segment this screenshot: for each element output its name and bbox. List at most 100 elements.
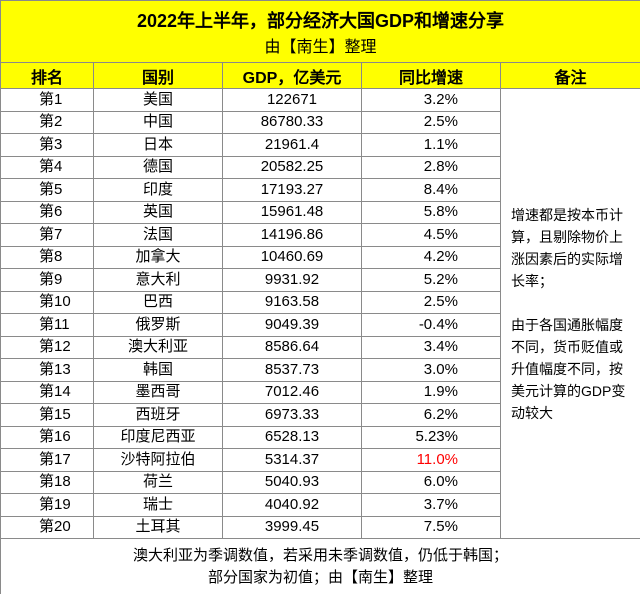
gdp-cell: 9049.39 bbox=[222, 313, 362, 337]
rank-cell: 第18 bbox=[0, 470, 94, 494]
rank-cell: 第10 bbox=[0, 290, 94, 314]
gdp-cell: 7012.46 bbox=[222, 380, 362, 404]
country-cell: 中国 bbox=[93, 110, 223, 134]
data-row: 第1 美国 122671 3.2% 增速都是按本币计算，且剔除物价上涨因素后的实际增长率… bbox=[0, 88, 640, 539]
gdp-cell: 122671 bbox=[222, 88, 362, 112]
growth-cell: 6.0% bbox=[361, 470, 501, 494]
gdp-cell: 6528.13 bbox=[222, 425, 362, 449]
country-cell: 日本 bbox=[93, 133, 223, 157]
gdp-cell: 14196.86 bbox=[222, 223, 362, 247]
data-row: 第6 英国 15961.48 5.8% bbox=[0, 200, 640, 224]
growth-cell: 11.0% bbox=[361, 448, 501, 472]
growth-cell: 2.5% bbox=[361, 110, 501, 134]
country-cell: 沙特阿拉伯 bbox=[93, 448, 223, 472]
gdp-cell: 21961.4 bbox=[222, 133, 362, 157]
rank-cell: 第6 bbox=[0, 200, 94, 224]
gdp-cell: 9931.92 bbox=[222, 268, 362, 292]
data-row: 第3 日本 21961.4 1.1% bbox=[0, 133, 640, 157]
gdp-cell: 4040.92 bbox=[222, 493, 362, 517]
rank-cell: 第16 bbox=[0, 425, 94, 449]
gdp-cell: 9163.58 bbox=[222, 290, 362, 314]
rank-cell: 第4 bbox=[0, 155, 94, 179]
column-header: GDP，亿美元 bbox=[222, 62, 362, 89]
rank-cell: 第3 bbox=[0, 133, 94, 157]
rank-cell: 第13 bbox=[0, 358, 94, 382]
data-row: 第7 法国 14196.86 4.5% bbox=[0, 223, 640, 247]
country-cell: 澳大利亚 bbox=[93, 335, 223, 359]
data-row: 第20 土耳其 3999.45 7.5% bbox=[0, 515, 640, 539]
footer-note: 澳大利亚为季调数值，若采用未季调数值，仍低于韩国； bbox=[133, 546, 509, 564]
gdp-cell: 17193.27 bbox=[222, 178, 362, 202]
column-header: 排名 bbox=[0, 62, 94, 89]
growth-cell: 2.8% bbox=[361, 155, 501, 179]
column-header: 备注 bbox=[499, 62, 640, 89]
country-cell: 印度尼西亚 bbox=[93, 425, 223, 449]
growth-cell: 1.9% bbox=[361, 380, 501, 404]
country-cell: 巴西 bbox=[93, 290, 223, 314]
country-cell: 德国 bbox=[93, 155, 223, 179]
remark: 由于各国通胀幅度不同，货币贬值或升值幅度不同，按美元计算的GDP变动较大 bbox=[511, 316, 626, 421]
growth-cell: 2.5% bbox=[361, 290, 501, 314]
data-row: 第15 西班牙 6973.33 6.2% bbox=[0, 403, 640, 427]
remark: 增速都是按本币计算，且剔除物价上涨因素后的实际增长率； bbox=[511, 206, 623, 289]
gdp-cell: 6973.33 bbox=[222, 403, 362, 427]
rank-cell: 第7 bbox=[0, 223, 94, 247]
country-cell: 韩国 bbox=[93, 358, 223, 382]
remarks-cell: 增速都是按本币计算，且剔除物价上涨因素后的实际增长率； 由于各国通胀幅度不同，货币… bbox=[499, 88, 640, 539]
rank-cell: 第11 bbox=[0, 313, 94, 337]
gdp-cell: 20582.25 bbox=[222, 155, 362, 179]
rank-cell: 第15 bbox=[0, 403, 94, 427]
gdp-cell: 3999.45 bbox=[222, 515, 362, 539]
data-row: 第10 巴西 9163.58 2.5% bbox=[0, 290, 640, 314]
footer-note: 部分国家为初值；由【南生】整理 bbox=[208, 568, 434, 586]
rank-cell: 第19 bbox=[0, 493, 94, 517]
country-cell: 意大利 bbox=[93, 268, 223, 292]
column-header: 国别 bbox=[93, 62, 223, 89]
data-row: 第5 印度 17193.27 8.4% bbox=[0, 178, 640, 202]
gdp-cell: 5314.37 bbox=[222, 448, 362, 472]
rank-cell: 第20 bbox=[0, 515, 94, 539]
footer-row: 澳大利亚为季调数值，若采用未季调数值，仍低于韩国； 部分国家为初值；由【南生】整理 bbox=[0, 538, 640, 594]
growth-cell: 3.7% bbox=[361, 493, 501, 517]
country-cell: 土耳其 bbox=[93, 515, 223, 539]
country-cell: 俄罗斯 bbox=[93, 313, 223, 337]
title-cell: 2022年上半年，部分经济大国GDP和增速分享 由【南生】整理 bbox=[0, 0, 640, 63]
country-cell: 印度 bbox=[93, 178, 223, 202]
growth-cell: 3.4% bbox=[361, 335, 501, 359]
title: 2022年上半年，部分经济大国GDP和增速分享 bbox=[136, 10, 505, 31]
rank-cell: 第17 bbox=[0, 448, 94, 472]
data-row: 第4 德国 20582.25 2.8% bbox=[0, 155, 640, 179]
rank-cell: 第2 bbox=[0, 110, 94, 134]
subtitle: 由【南生】整理 bbox=[264, 38, 377, 56]
rank-cell: 第14 bbox=[0, 380, 94, 404]
country-cell: 美国 bbox=[93, 88, 223, 112]
growth-cell: 3.0% bbox=[361, 358, 501, 382]
growth-cell: 8.4% bbox=[361, 178, 501, 202]
rank-cell: 第8 bbox=[0, 245, 94, 269]
footer-cell: 澳大利亚为季调数值，若采用未季调数值，仍低于韩国； 部分国家为初值；由【南生】整理 bbox=[0, 538, 640, 594]
gdp-cell: 8586.64 bbox=[222, 335, 362, 359]
growth-cell: 3.2% bbox=[361, 88, 501, 112]
country-cell: 加拿大 bbox=[93, 245, 223, 269]
data-row: 第2 中国 86780.33 2.5% bbox=[0, 110, 640, 134]
growth-cell: 7.5% bbox=[361, 515, 501, 539]
country-cell: 法国 bbox=[93, 223, 223, 247]
growth-cell: 1.1% bbox=[361, 133, 501, 157]
rank-cell: 第9 bbox=[0, 268, 94, 292]
country-cell: 墨西哥 bbox=[93, 380, 223, 404]
country-cell: 西班牙 bbox=[93, 403, 223, 427]
rank-cell: 第12 bbox=[0, 335, 94, 359]
column-header: 同比增速 bbox=[361, 62, 501, 89]
gdp-cell: 10460.69 bbox=[222, 245, 362, 269]
country-cell: 荷兰 bbox=[93, 470, 223, 494]
gdp-cell: 86780.33 bbox=[222, 110, 362, 134]
data-row: 第13 韩国 8537.73 3.0% bbox=[0, 358, 640, 382]
growth-cell: 5.8% bbox=[361, 200, 501, 224]
growth-cell: 5.23% bbox=[361, 425, 501, 449]
country-cell: 瑞士 bbox=[93, 493, 223, 517]
data-row: 第16 印度尼西亚 6528.13 5.23% bbox=[0, 425, 640, 449]
growth-cell: 5.2% bbox=[361, 268, 501, 292]
